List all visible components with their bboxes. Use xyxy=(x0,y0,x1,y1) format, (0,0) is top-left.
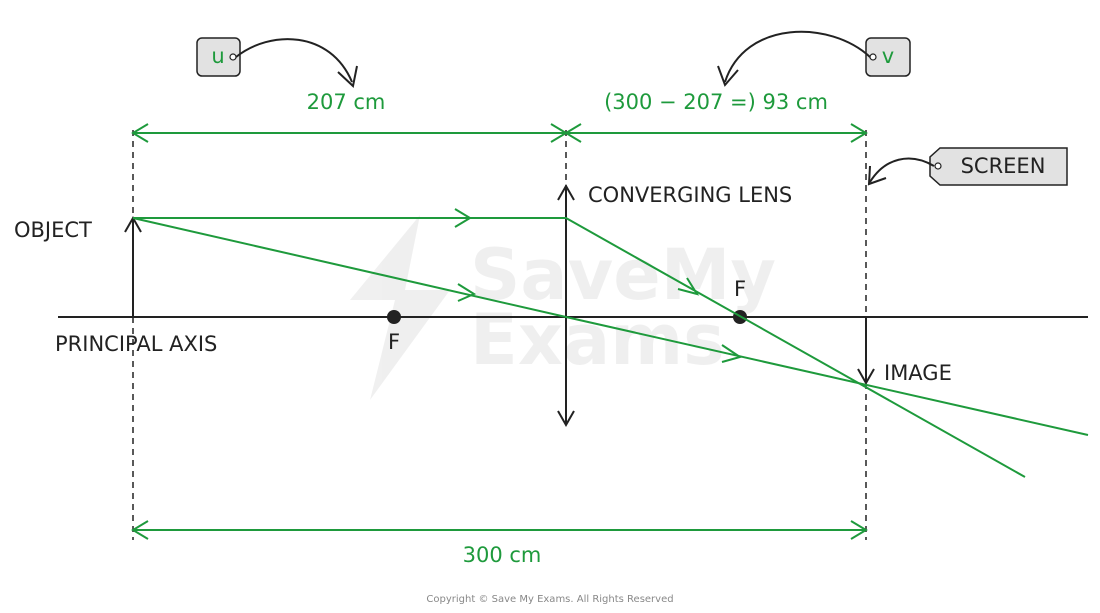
total-dimension xyxy=(131,520,868,540)
v-pointer xyxy=(717,30,871,87)
screen-pointer xyxy=(867,157,935,186)
ray-arrowhead xyxy=(677,277,700,296)
tag-hole xyxy=(934,162,942,170)
object-arrow xyxy=(124,215,142,317)
copyright: Copyright © Save My Exams. All Rights Re… xyxy=(426,594,673,605)
parallel-ray xyxy=(133,217,1026,478)
ray-arrowhead xyxy=(454,208,472,228)
v-dimension xyxy=(564,123,868,143)
object-label: OBJECT xyxy=(14,218,92,242)
image-label: IMAGE xyxy=(884,361,952,385)
tag-hole xyxy=(229,53,237,61)
focal-point-label: F xyxy=(388,330,400,354)
screen-label: SCREEN xyxy=(961,154,1046,178)
u-label: u xyxy=(211,44,224,68)
principal-axis-label: PRINCIPAL AXIS xyxy=(55,332,217,356)
image-arrow xyxy=(857,317,875,386)
focal-point xyxy=(387,310,401,324)
ray-arrowhead xyxy=(721,344,743,363)
ray-arrowhead xyxy=(457,283,477,302)
screen-tag xyxy=(929,147,1068,186)
v-distance: (300 − 207 =) 93 cm xyxy=(604,90,828,114)
total-distance: 300 cm xyxy=(463,543,542,567)
watermark-text: Exams xyxy=(470,299,725,381)
u-tag xyxy=(196,37,241,77)
u-distance: 207 cm xyxy=(307,90,386,114)
central-ray xyxy=(132,217,1089,436)
watermark-logo xyxy=(350,215,450,400)
u-dimension xyxy=(131,123,568,143)
watermark: SaveMy Exams xyxy=(350,215,776,400)
watermark-text: SaveMy xyxy=(470,234,776,316)
v-tag xyxy=(865,37,911,77)
focal-point-label: F xyxy=(734,277,746,301)
tag-hole xyxy=(869,53,877,61)
u-pointer xyxy=(235,38,358,88)
v-label: v xyxy=(882,44,894,68)
lens-label: CONVERGING LENS xyxy=(588,183,792,207)
lens xyxy=(557,183,575,428)
